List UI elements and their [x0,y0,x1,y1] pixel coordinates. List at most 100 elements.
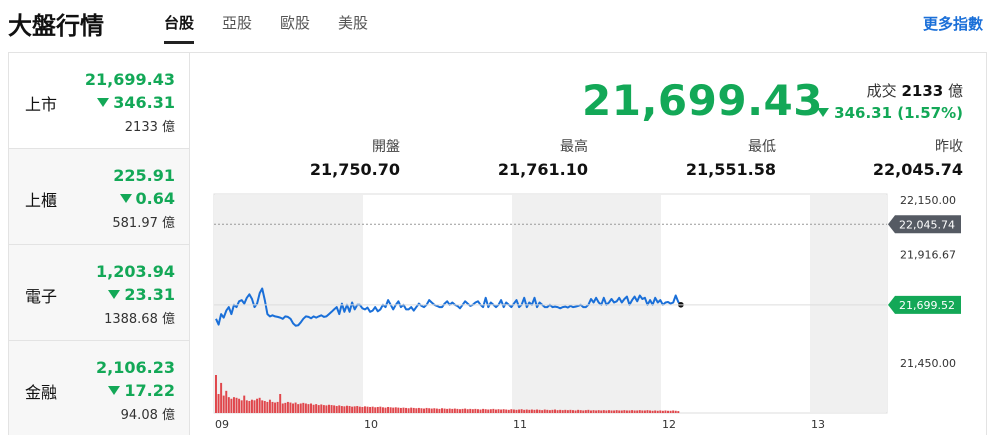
volume-bar [330,405,333,413]
volume-bar [631,410,634,413]
index-change: 17.22 [108,381,175,400]
volume-bar [361,406,364,413]
volume-bar [515,409,518,413]
volume-bar [412,407,415,413]
volume-bar [507,409,510,413]
volume-bar [438,408,441,413]
more-indices-link[interactable]: 更多指數 [922,15,983,33]
sidebar-item-electronics[interactable]: 電子 1,203.94 23.31 1388.68 億 [9,245,189,341]
volume-bar [307,404,310,413]
volume-bar [559,409,562,413]
y-tick-label: 21,916.67 [900,248,956,261]
volume-bar [286,401,289,413]
volume-bar [225,390,228,413]
tab-us[interactable]: 美股 [338,14,369,32]
index-volume: 1388.68 億 [104,312,175,327]
stat-low: 最低 21,551.58 [656,136,776,179]
volume-bar [672,410,675,413]
volume-bar [474,408,477,413]
stat-open: 開盤 21,750.70 [280,136,400,179]
volume-bar [320,404,323,413]
volume-bar [379,406,382,413]
index-price: 225.91 [113,166,175,185]
stat-label: 最高 [560,139,588,155]
sidebar-item-finance[interactable]: 金融 2,106.23 17.22 94.08 億 [9,341,189,435]
index-change-value: 346.31 [113,93,175,112]
volume-bar [536,409,539,413]
tab-asia[interactable]: 亞股 [222,14,253,32]
volume-bar [518,409,521,413]
tab-europe[interactable]: 歐股 [280,14,311,32]
chart-hour-band [810,195,887,412]
volume-bar [333,405,336,413]
volume-bar [292,403,295,413]
price-change: 346.31 (1.57%) [817,104,963,122]
volume-bar [348,406,351,413]
volume-bar [397,407,400,413]
volume-bar [607,410,610,413]
volume-bar [602,410,605,413]
down-triangle-icon [119,194,132,203]
volume-bar [402,407,405,413]
volume-bar [641,410,644,413]
volume-bar [312,404,315,413]
volume-bar [220,382,223,413]
volume-bar [582,410,585,413]
volume-bar [310,403,312,413]
volume-bar [232,397,235,413]
index-change: 0.64 [119,189,175,208]
volume-bar [556,410,559,413]
x-tick-label: 11 [513,418,527,431]
volume-bar [428,408,431,413]
volume-bar [263,400,266,413]
x-tick-label: 13 [811,418,825,431]
current-price: 21,699.43 [582,76,823,125]
volume-bar [353,406,356,413]
volume-bar [371,406,374,413]
volume-bar [600,410,603,413]
volume-bar [510,409,513,413]
volume-bar [281,403,284,413]
volume-bar [656,410,659,413]
price-line [215,287,682,327]
index-change-value: 0.64 [135,189,175,208]
volume-bar [628,410,631,413]
sidebar-item-otc[interactable]: 上櫃 225.91 0.64 581.97 億 [9,149,189,245]
volume-bar [271,401,274,413]
volume-bar [381,407,384,413]
volume-bar [497,409,500,413]
volume-bar [579,410,582,413]
volume-bar [294,402,297,413]
volume-bar [261,400,264,413]
volume-bar [376,406,379,413]
tab-tw[interactable]: 台股 [164,12,195,44]
volume-bar [587,409,590,413]
volume-bar [430,408,433,413]
y-tick-label: 21,450.00 [900,357,956,370]
index-name: 上櫃 [25,191,58,210]
x-tick-label: 12 [662,418,676,431]
volume-bar [369,406,372,413]
y-tick-label: 22,150.00 [900,194,956,207]
stat-label: 開盤 [372,139,400,155]
volume-bar [561,410,564,413]
volume-bar [302,402,305,413]
volume-bar [479,409,482,413]
index-change: 23.31 [108,285,175,304]
volume-bar [274,402,277,413]
sidebar-item-listed[interactable]: 上市 21,699.43 346.31 2133 億 [9,53,189,149]
volume-bar [664,410,667,413]
volume-bar [253,400,256,413]
volume-bar [243,395,246,413]
volume-bar [366,406,369,413]
volume-bar [551,409,554,413]
down-triangle-icon [108,290,121,299]
volume-bar [250,399,253,413]
volume-bar [592,410,595,413]
volume-bar [407,408,410,413]
volume-bar [338,405,341,413]
volume-bar [335,406,338,413]
volume-bar [623,410,626,413]
volume-bar [304,403,307,413]
